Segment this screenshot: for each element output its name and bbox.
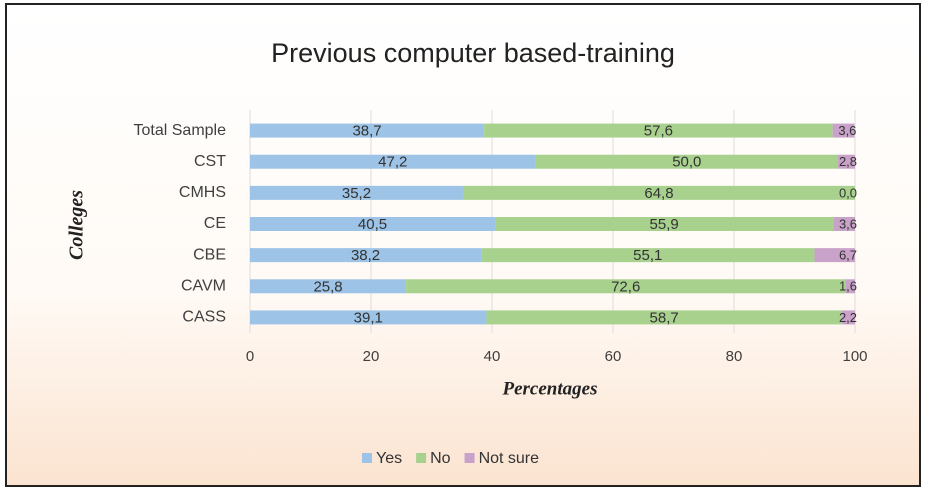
bar-segment	[832, 123, 855, 138]
data-label: 55,9	[650, 216, 679, 233]
bar-segment	[481, 248, 815, 263]
data-label: 58,7	[650, 309, 679, 326]
data-label: 35,2	[342, 185, 371, 202]
y-tick-label: CBE	[193, 246, 226, 263]
data-label: 50,0	[672, 154, 701, 171]
y-tick-label: Total Sample	[134, 122, 227, 139]
y-tick-label: CE	[204, 215, 226, 232]
bar-segment	[250, 310, 487, 325]
x-tick-label: 100	[842, 348, 867, 365]
bar-segment	[250, 279, 407, 294]
y-tick-label: CASS	[182, 309, 226, 326]
data-label: 39,1	[354, 309, 383, 326]
x-tick-label: 40	[484, 348, 501, 365]
legend-swatch	[362, 453, 372, 463]
bar-segment	[495, 217, 834, 231]
data-label: 72,6	[611, 278, 640, 295]
bar-segment	[845, 279, 855, 294]
bar-segment	[833, 217, 855, 231]
bar-segment	[484, 123, 833, 138]
bar-segment	[841, 310, 855, 325]
bar-segment	[250, 154, 536, 169]
data-label: 38,2	[351, 247, 380, 264]
chart-frame	[5, 3, 921, 487]
legend-swatch	[464, 453, 475, 463]
chart-title: Previous computer based-training	[271, 38, 675, 68]
data-label: 2,8	[839, 154, 857, 169]
data-label: 6,7	[839, 248, 857, 263]
data-label: 40,5	[358, 216, 387, 233]
data-label: 3,6	[839, 216, 857, 231]
bar-segment	[250, 185, 463, 200]
data-label: 47,2	[378, 154, 407, 171]
x-tick-label: 20	[363, 348, 380, 365]
y-tick-label: CMHS	[179, 184, 226, 201]
bar-segment	[406, 279, 846, 294]
legend-label: No	[430, 450, 451, 467]
bar-segment	[535, 154, 839, 169]
bar-segment	[486, 310, 842, 325]
data-label: 64,8	[644, 185, 673, 202]
data-label: 25,8	[313, 278, 342, 295]
legend-label: Yes	[376, 450, 402, 467]
data-label: 0,0	[839, 185, 857, 200]
data-label: 38,7	[352, 123, 381, 140]
bar-segment	[462, 185, 855, 200]
data-label: 1,6	[839, 279, 857, 294]
y-tick-label: CAVM	[181, 278, 226, 295]
bar-segment	[814, 248, 855, 263]
data-label: 57,6	[644, 123, 673, 140]
legend-label: Not sure	[479, 450, 540, 467]
data-label: 3,6	[838, 123, 856, 138]
x-axis-label: Percentages	[502, 378, 598, 399]
y-axis-label: Colleges	[66, 190, 88, 260]
bar-segment	[250, 217, 496, 231]
x-tick-label: 60	[605, 348, 622, 365]
y-tick-label: CST	[194, 153, 226, 170]
bar-segment	[250, 248, 482, 263]
data-label: 2,2	[839, 310, 857, 325]
bar-segment	[250, 123, 485, 138]
data-label: 55,1	[633, 247, 662, 264]
x-tick-label: 0	[246, 348, 254, 365]
x-tick-label: 80	[726, 348, 743, 365]
legend-swatch	[416, 453, 427, 463]
bar-segment	[838, 154, 855, 169]
